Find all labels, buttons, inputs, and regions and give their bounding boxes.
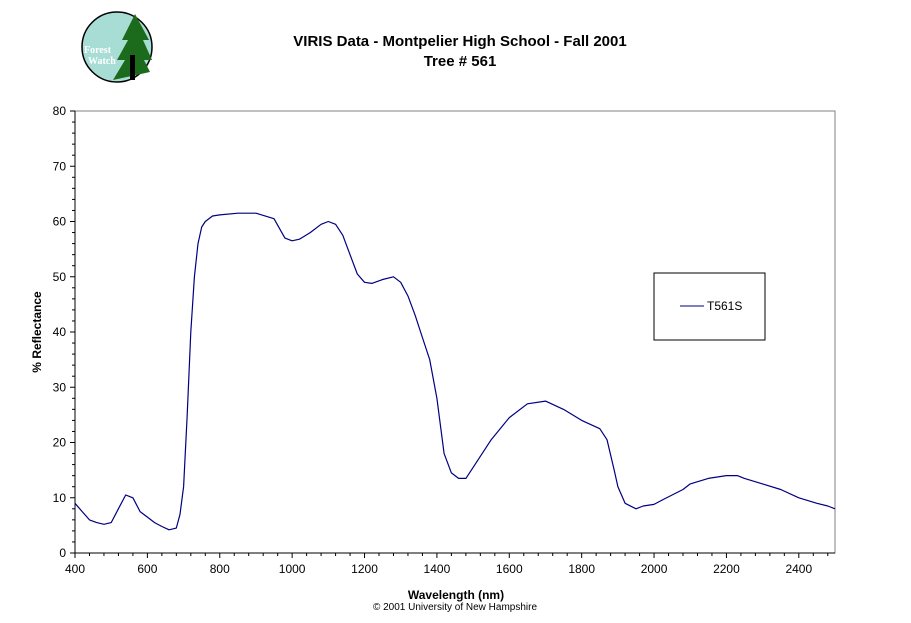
legend-box [653,272,766,341]
x-tick-label: 800 [210,562,230,576]
y-tick-label: 0 [59,546,66,560]
chart-subtitle: Tree # 561 [424,53,497,70]
y-tick-label: 30 [53,380,67,394]
series-line-t561s [74,212,836,531]
x-tick-label: 600 [137,562,157,576]
legend-label: T561S [707,299,742,313]
axis-ticks: 0 10 20 30 40 50 60 70 80 400 600 800 1000 1200 1400 16… [53,104,829,576]
y-tick-label: 80 [53,104,67,118]
x-tick-label: 2200 [713,562,740,576]
series-group [74,212,836,531]
x-tick-label: 1600 [496,562,523,576]
y-tick-label: 70 [53,159,67,173]
chart-title: VIRIS Data - Montpelier High School - Fa… [293,33,626,50]
logo-text-forest: Forest [84,45,112,56]
x-axis-title: Wavelength (nm) [408,588,504,602]
x-tick-label: 2000 [641,562,668,576]
y-tick-label: 10 [53,491,67,505]
x-tick-label: 1200 [351,562,378,576]
forest-watch-logo: Forest Watch [81,11,153,83]
y-tick-label: 60 [53,215,67,229]
x-tick-label: 2400 [785,562,812,576]
logo-text-watch: Watch [88,56,116,67]
y-tick-label: 50 [53,270,67,284]
y-axis-title: % Reflectance [30,291,44,373]
copyright-credit: © 2001 University of New Hampshire [373,602,538,613]
legend: T561S [653,272,766,341]
x-tick-label: 400 [65,562,85,576]
y-tick-label: 40 [53,325,67,339]
x-tick-label: 1400 [424,562,451,576]
y-tick-label: 20 [53,436,67,450]
x-tick-label: 1000 [279,562,306,576]
x-tick-label: 1800 [568,562,595,576]
